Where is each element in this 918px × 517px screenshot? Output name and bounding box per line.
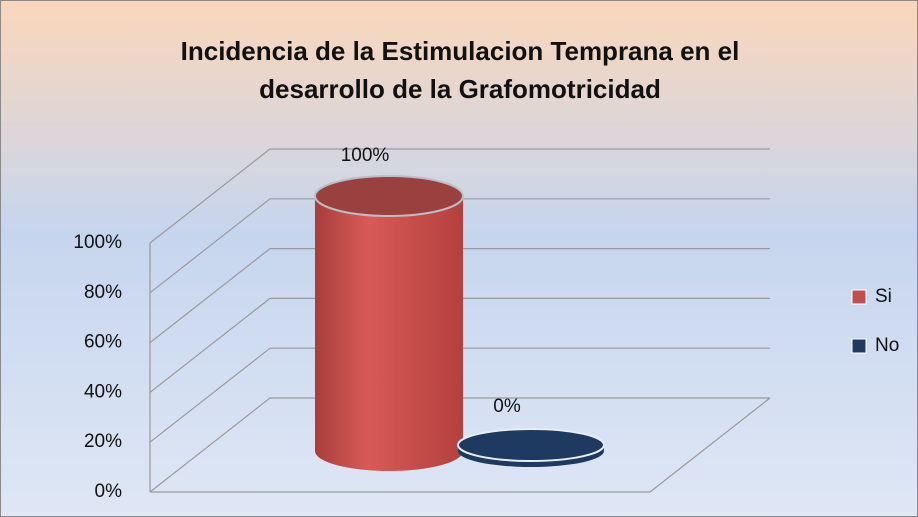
legend-swatch [851,289,867,305]
data-label: 100% [341,145,390,166]
chart-title: Incidencia de la Estimulacion Temprana e… [180,36,740,104]
y-tick-label: 80% [84,282,122,303]
grid-line [149,297,770,393]
cylinder-top [314,175,464,217]
legend-label: No [875,335,899,356]
y-tick-label: 100% [73,232,122,253]
y-tick-label: 0% [95,481,123,502]
cylinder-body [315,196,463,471]
data-label: 0% [493,396,521,417]
grid-line [149,148,770,244]
legend-swatch [851,338,867,354]
grid-line [149,397,770,493]
legend-label: Si [875,286,892,307]
y-tick-label: 20% [84,431,122,452]
y-tick-label: 40% [84,381,122,402]
grid-line [149,248,770,344]
floor [150,397,771,493]
grid-line [149,198,770,294]
y-tick-label: 60% [84,332,122,353]
grid-line [149,347,770,443]
cylinder-top [457,428,605,462]
